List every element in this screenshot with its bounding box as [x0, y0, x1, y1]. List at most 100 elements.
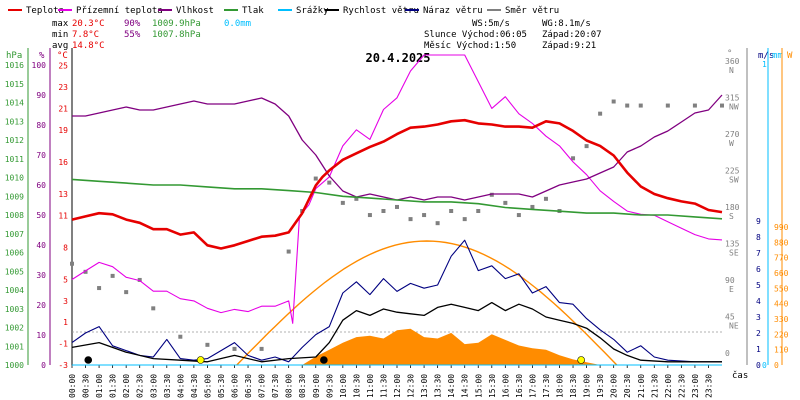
- direction-tick-label: 0: [725, 349, 730, 358]
- stats-avg-temp: 14.8°C: [72, 41, 105, 51]
- pressure-axis: 1000 1001 1002 1003 1004 1005 1006 1007 1008 1009…: [5, 61, 24, 370]
- direction-tick-label: 45: [725, 313, 735, 322]
- rain-tick-label: 1: [762, 60, 767, 69]
- humidity-axis: 0 10 20 30 40 50 60 70 80 90 100: [32, 61, 47, 370]
- time-tick-label: 01:00: [95, 374, 104, 398]
- pressure-tick-label: 1016: [5, 61, 24, 70]
- time-tick-label: 12:00: [393, 374, 402, 398]
- time-tick-label: 23:30: [704, 374, 713, 398]
- wind-direction-point: [503, 200, 508, 205]
- direction-tick-label: 315: [725, 94, 740, 103]
- rain-axis: 01: [762, 60, 767, 370]
- wind-direction-point: [625, 103, 630, 108]
- solar-tick-label: 770: [774, 254, 789, 263]
- solar-tick-label: 880: [774, 238, 789, 247]
- time-tick-label: 07:30: [271, 374, 280, 398]
- temperature-tick-label: -1: [58, 340, 68, 349]
- wind-direction-point: [516, 213, 521, 218]
- stats-max-temp: 20.3°C: [72, 19, 105, 29]
- time-tick-label: 12:30: [407, 374, 416, 398]
- wind-direction-point: [367, 213, 372, 218]
- time-tick-label: 07:00: [258, 374, 267, 398]
- temperature-tick-label: 23: [58, 83, 68, 92]
- sun-moon-marker: [577, 356, 585, 364]
- wind-direction-point: [584, 144, 589, 149]
- sun-moon-markers: [84, 356, 585, 364]
- wind-tick-label: 2: [756, 329, 761, 338]
- series-line-n-raz-v-tru: [71, 239, 722, 363]
- solar-tick-label: 330: [774, 315, 789, 324]
- stats-avg-label: avg: [52, 41, 68, 51]
- humidity-tick-label: 50: [36, 211, 46, 220]
- direction-tick-name: SW: [729, 176, 739, 185]
- stats-block: max 20.3°C 90% 1009.9hPa 0.0mm min 7.8°C…: [52, 19, 602, 51]
- time-tick-label: 20:00: [610, 374, 619, 398]
- pressure-tick-label: 1015: [5, 80, 24, 89]
- series-line-rychlost-v-tru: [71, 301, 722, 363]
- axis-unit-deg: °: [727, 49, 732, 59]
- time-tick-label: 01:30: [109, 374, 118, 398]
- direction-tick-name: E: [729, 285, 734, 294]
- axis-unit-wm2: W: [787, 51, 793, 61]
- temperature-tick-label: -3: [58, 361, 68, 370]
- legend: Teplota Přízemní teplota Vlhkost Tlak Srážky…: [8, 6, 559, 16]
- time-tick-label: 04:30: [190, 374, 199, 398]
- legend-label-rychlost: Rychlost větru: [343, 6, 419, 16]
- humidity-tick-label: 80: [36, 121, 46, 130]
- wind-direction-point: [408, 217, 413, 222]
- wind-direction-point: [259, 346, 264, 351]
- time-tick-label: 18:00: [556, 374, 565, 398]
- pressure-tick-label: 1002: [5, 324, 24, 333]
- time-tick-label: 10:00: [339, 374, 348, 398]
- axis-unit-hpa: hPa: [6, 51, 22, 61]
- wind-direction-point: [232, 346, 237, 351]
- time-tick-label: 19:30: [596, 374, 605, 398]
- pressure-tick-label: 1009: [5, 192, 24, 201]
- time-tick-label: 09:00: [312, 374, 321, 398]
- pressure-tick-label: 1000: [5, 361, 24, 370]
- wind-direction-point: [665, 103, 670, 108]
- wind-tick-label: 0: [756, 361, 761, 370]
- pressure-tick-label: 1011: [5, 155, 24, 164]
- wind-direction-point: [124, 290, 129, 295]
- temperature-tick-label: 1: [63, 318, 68, 327]
- wind-tick-label: 5: [756, 281, 761, 290]
- time-tick-label: 04:00: [176, 374, 185, 398]
- time-tick-label: 09:30: [325, 374, 334, 398]
- series-line-p-zemn-teplota: [71, 54, 723, 324]
- wind-tick-label: 4: [756, 297, 761, 306]
- time-tick-label: 03:30: [163, 374, 172, 398]
- pressure-tick-label: 1006: [5, 249, 24, 258]
- time-tick-label: 13:00: [420, 374, 429, 398]
- solar-tick-label: 440: [774, 300, 789, 309]
- time-tick-label: 08:30: [298, 374, 307, 398]
- solar-tick-label: 660: [774, 269, 789, 278]
- time-tick-label: 18:30: [569, 374, 578, 398]
- humidity-tick-label: 70: [36, 151, 46, 160]
- time-axis: 00:00 00:30 01:00 01:30 02:00 02:30 03:00 03:30…: [68, 365, 713, 398]
- time-tick-label: 21:00: [637, 374, 646, 398]
- wind-direction-point: [286, 249, 291, 254]
- temperature-tick-label: 3: [63, 297, 68, 306]
- series-line-teplota: [71, 118, 723, 250]
- temperature-tick-label: 13: [58, 190, 68, 199]
- direction-tick-name: W: [729, 139, 734, 148]
- time-tick-label: 00:30: [82, 374, 91, 398]
- pressure-tick-label: 1001: [5, 342, 24, 351]
- wind-tick-label: 3: [756, 313, 761, 322]
- humidity-tick-label: 0: [41, 361, 46, 370]
- stats-min-temp: 7.8°C: [72, 30, 99, 40]
- pressure-tick-label: 1003: [5, 305, 24, 314]
- pressure-tick-label: 1012: [5, 136, 24, 145]
- legend-label-vlhkost: Vlhkost: [176, 6, 214, 16]
- time-tick-label: 19:00: [583, 374, 592, 398]
- wind-direction-point: [692, 103, 697, 108]
- wind-direction-point: [381, 209, 386, 213]
- humidity-tick-label: 40: [36, 241, 46, 250]
- direction-tick-name: NE: [729, 322, 739, 331]
- direction-tick-name: SE: [729, 249, 739, 258]
- pressure-tick-label: 1014: [5, 99, 24, 108]
- humidity-tick-label: 20: [36, 301, 46, 310]
